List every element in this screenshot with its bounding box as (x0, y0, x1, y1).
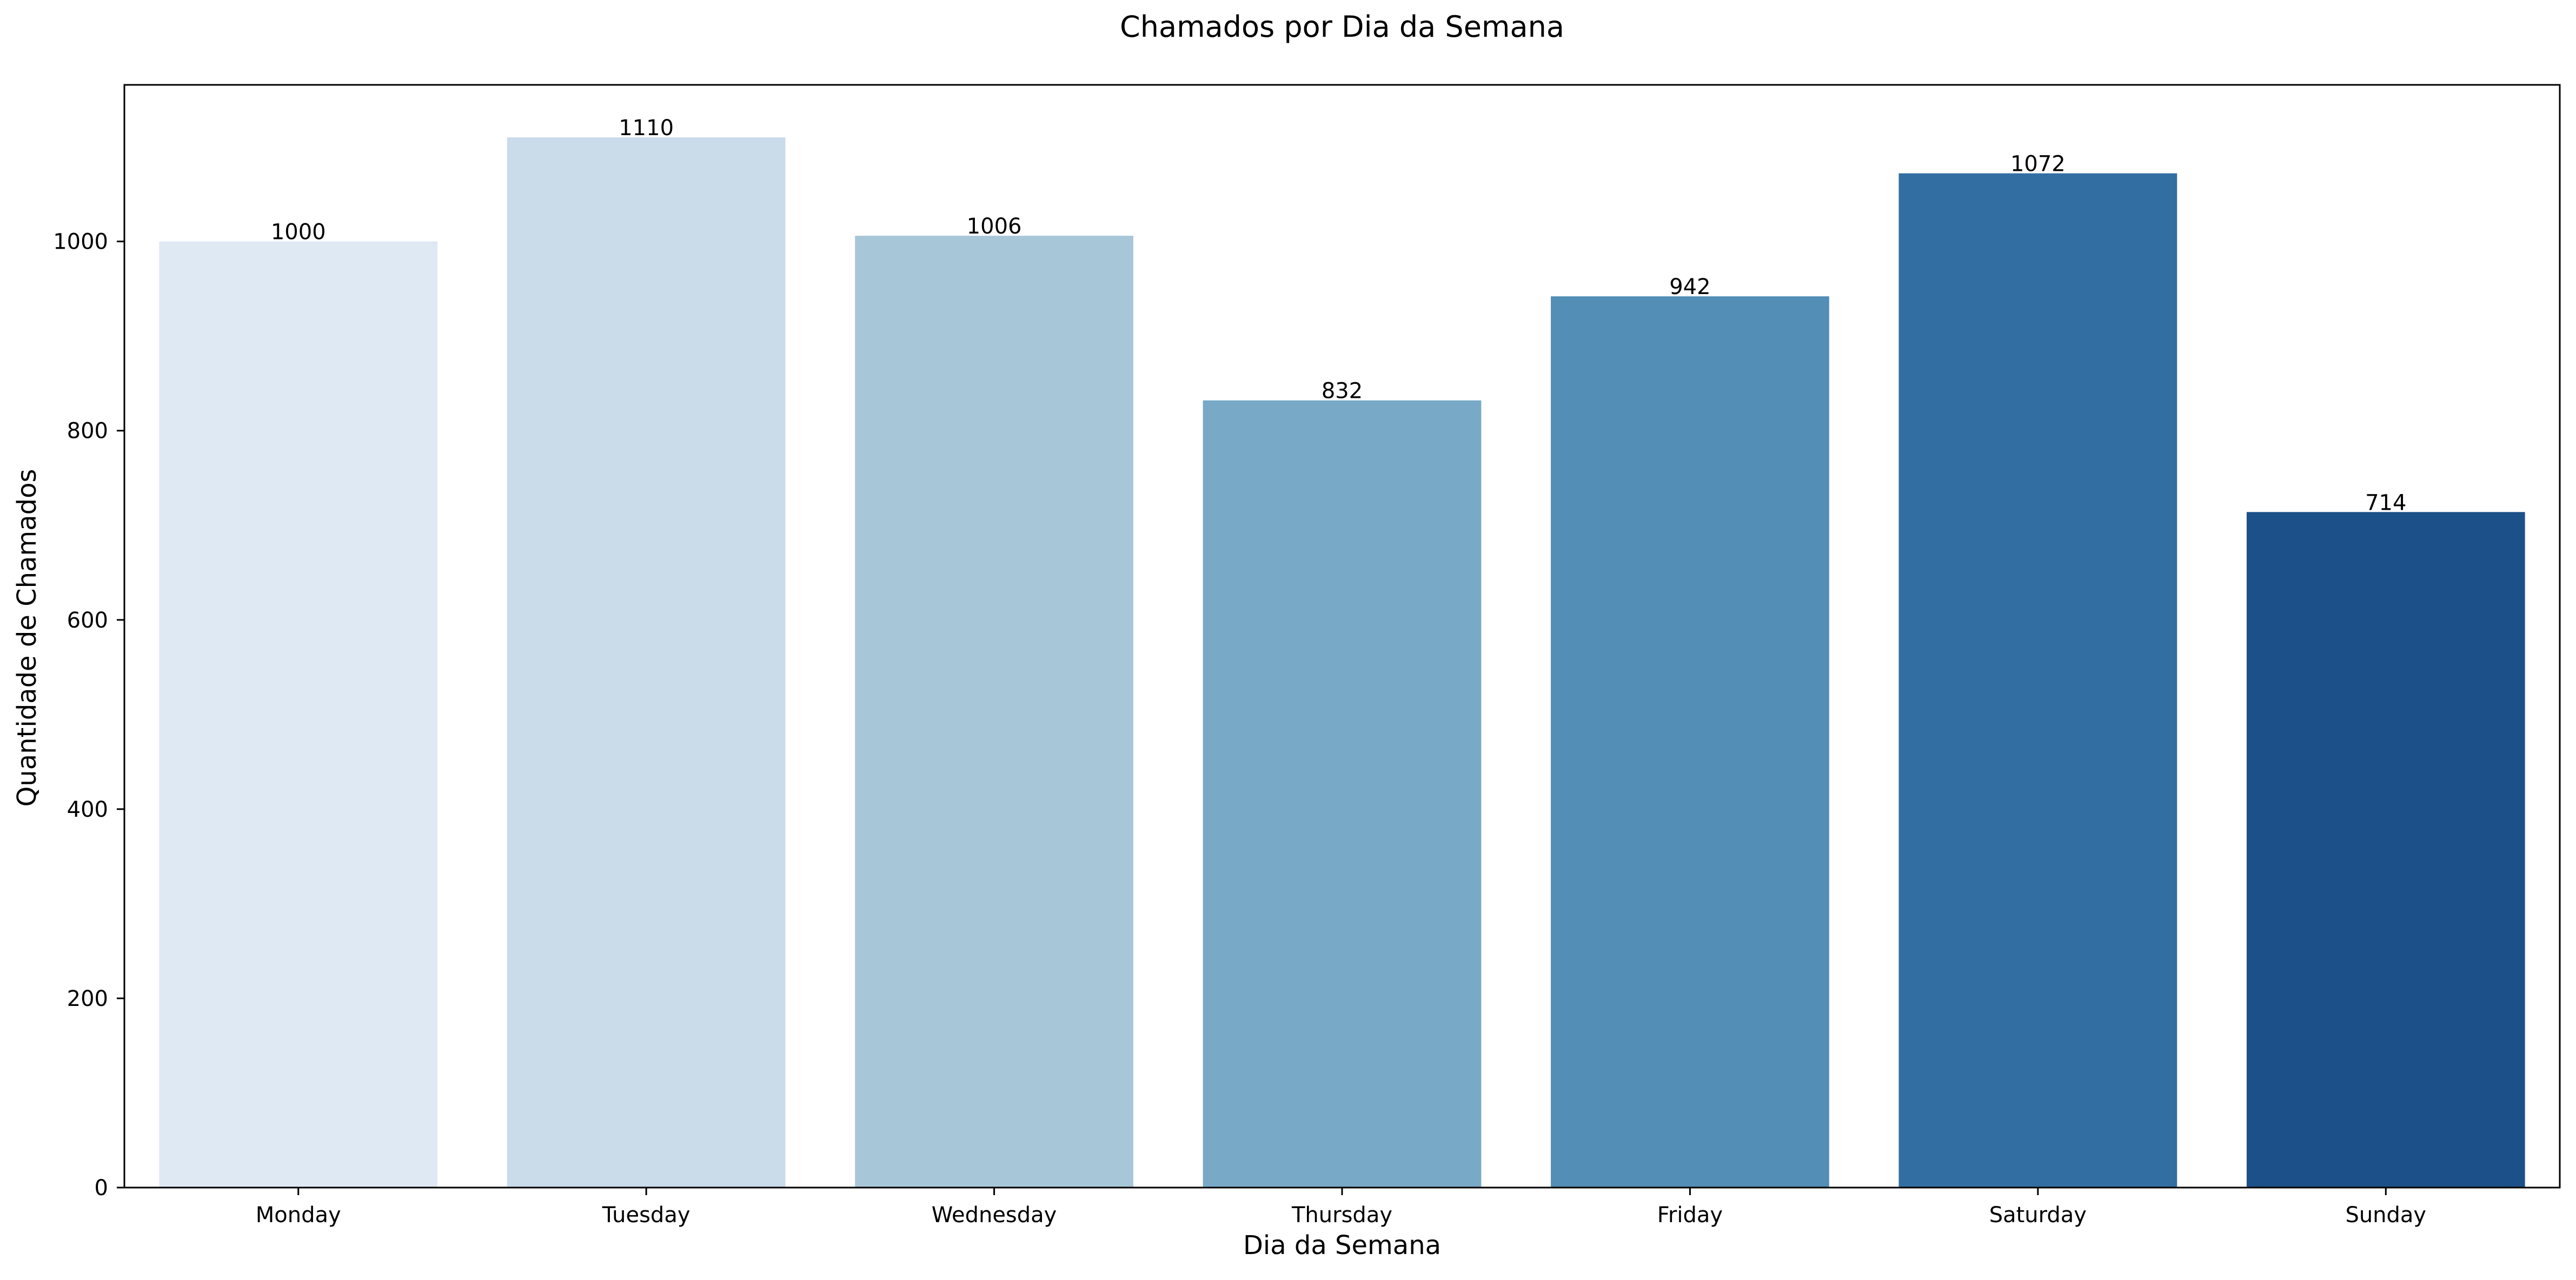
data-label-friday: 942 (1669, 275, 1710, 299)
x-tick-label-sunday: Sunday (2345, 1203, 2426, 1228)
chart-title: Chamados por Dia da Semana (1120, 10, 1564, 44)
y-tick-label: 600 (67, 608, 108, 633)
x-tick-label-monday: Monday (256, 1203, 341, 1228)
x-tick-label-thursday: Thursday (1291, 1203, 1392, 1228)
x-axis-ticks: Monday Tuesday Wednesday Thursday Friday Satu… (256, 1188, 2426, 1228)
bar-wednesday (855, 236, 1133, 1188)
x-axis-label: Dia da Semana (1243, 1230, 1441, 1261)
y-tick-label: 400 (67, 797, 108, 822)
bar-thursday (1203, 400, 1482, 1188)
bar-sunday (2246, 512, 2525, 1188)
data-label-sunday: 714 (2365, 490, 2406, 515)
y-axis-ticks: 0 200 400 600 800 1000 (53, 230, 124, 1201)
data-label-monday: 1000 (271, 220, 326, 245)
bar-saturday (1898, 173, 2177, 1188)
data-labels-group: 1000 1110 1006 832 942 1072 714 (271, 116, 2407, 515)
y-tick-label: 800 (67, 419, 108, 444)
bars-group (159, 137, 2525, 1188)
y-tick-label: 200 (67, 986, 108, 1011)
x-tick-label-wednesday: Wednesday (932, 1203, 1057, 1228)
bar-tuesday (507, 137, 786, 1188)
data-label-thursday: 832 (1322, 379, 1363, 404)
bar-monday (159, 241, 438, 1188)
y-axis-label: Quantidade de Chamados (12, 469, 42, 807)
x-tick-label-tuesday: Tuesday (602, 1203, 691, 1228)
x-tick-label-friday: Friday (1657, 1203, 1723, 1228)
bar-friday (1551, 296, 1829, 1188)
data-label-wednesday: 1006 (967, 214, 1022, 239)
x-tick-label-saturday: Saturday (1989, 1203, 2087, 1228)
y-tick-label: 0 (95, 1176, 108, 1201)
data-label-saturday: 1072 (2010, 152, 2066, 177)
y-tick-label: 1000 (53, 230, 108, 255)
data-label-tuesday: 1110 (619, 116, 674, 141)
